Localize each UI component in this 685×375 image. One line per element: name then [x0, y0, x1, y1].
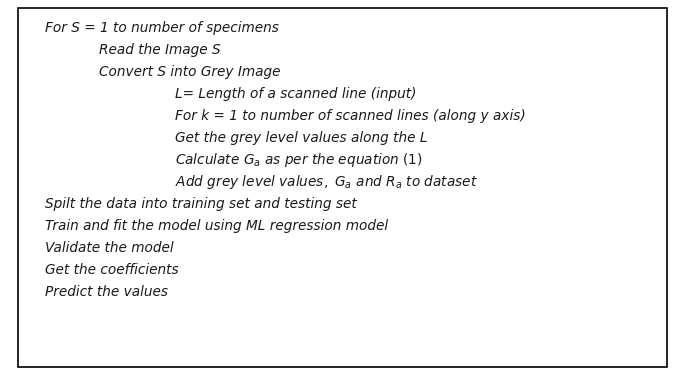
Text: Spilt the data into training set and testing set: Spilt the data into training set and tes… [45, 197, 356, 211]
Text: $\mathit{Add\ grey\ level\ values,\ G_{a}\ and\ R_{a}\ to\ dataset}$: $\mathit{Add\ grey\ level\ values,\ G_{a… [175, 173, 477, 191]
Text: Convert S into Grey Image: Convert S into Grey Image [99, 65, 281, 79]
Text: Train and fit the model using ML regression model: Train and fit the model using ML regress… [45, 219, 388, 233]
Text: L= Length of a scanned line (input): L= Length of a scanned line (input) [175, 87, 416, 101]
Text: Get the grey level values along the L: Get the grey level values along the L [175, 131, 427, 145]
Text: For k = 1 to number of scanned lines (along y axis): For k = 1 to number of scanned lines (al… [175, 109, 525, 123]
Text: Get the coefficients: Get the coefficients [45, 263, 178, 277]
Text: $\mathit{Calculate\ G_{a}\ as\ per\ the\ equation\ (1)}$: $\mathit{Calculate\ G_{a}\ as\ per\ the\… [175, 151, 423, 169]
Text: For S = 1 to number of specimens: For S = 1 to number of specimens [45, 21, 278, 35]
Text: Predict the values: Predict the values [45, 285, 168, 299]
Text: Validate the model: Validate the model [45, 241, 173, 255]
Text: Read the Image S: Read the Image S [99, 43, 221, 57]
